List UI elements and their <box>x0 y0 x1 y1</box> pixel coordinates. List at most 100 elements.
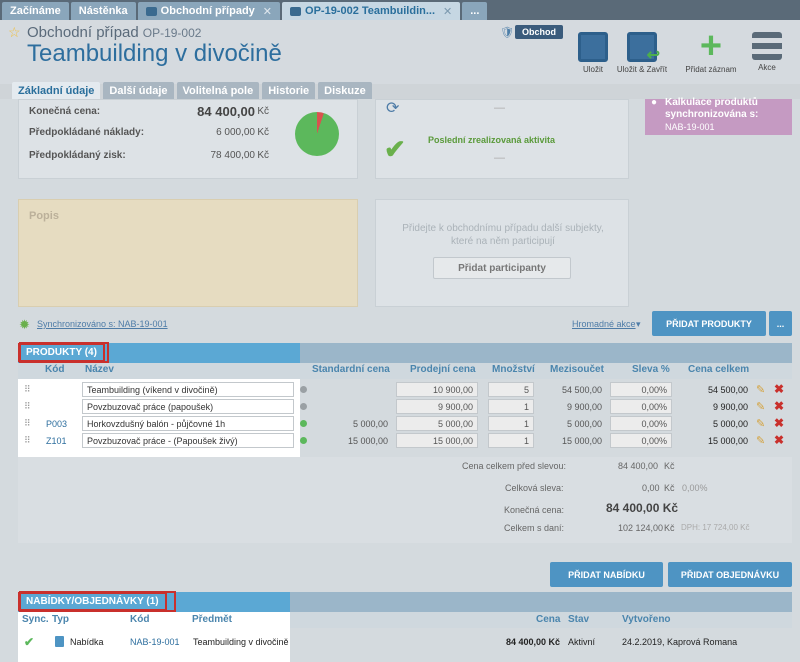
info-icon: ● <box>651 97 658 108</box>
col-price[interactable]: Cena <box>536 614 561 625</box>
sale-price-field[interactable]: 9 900,00 <box>396 399 478 414</box>
floppy-icon <box>578 32 608 62</box>
edit-pencil-icon[interactable]: ✎ <box>756 401 766 413</box>
edit-pencil-icon[interactable]: ✎ <box>756 384 766 396</box>
col-created[interactable]: Vytvořeno <box>622 614 671 625</box>
activity-card: ⟳ — ✔ Poslední zrealizovaná aktivita — <box>375 99 629 179</box>
tab-basic[interactable]: Základní údaje <box>12 82 101 99</box>
col-status[interactable]: Stav <box>568 614 590 625</box>
standard-price: 15 000,00 <box>347 435 388 446</box>
shield-icon: 🛡 <box>500 27 514 39</box>
row-total: 54 500,00 <box>707 384 748 395</box>
drag-handle-icon[interactable]: ⠿ <box>24 435 31 445</box>
more-button[interactable]: ... <box>769 311 792 336</box>
tab-custom-fields[interactable]: Volitelná pole <box>176 82 260 99</box>
tab-history[interactable]: Historie <box>262 82 316 99</box>
product-name-field[interactable]: Povzbuzovač práce - (Papoušek živý) <box>82 433 294 448</box>
col-sync[interactable]: Sync. <box>22 614 49 625</box>
col-sale-price[interactable]: Prodejní cena <box>410 364 476 375</box>
add-offer-button[interactable]: PŘIDAT NABÍDKU <box>550 562 663 587</box>
standard-price: 5 000,00 <box>352 418 388 429</box>
col-subject[interactable]: Předmět <box>192 614 233 625</box>
add-participants-button[interactable]: Přidat participanty <box>433 257 571 279</box>
offers-column-header-bg <box>290 612 792 628</box>
chevron-down-icon[interactable]: ▾ <box>636 319 641 329</box>
col-standard-price[interactable]: Standardní cena <box>312 364 390 375</box>
bulk-actions-link[interactable]: Hromadné akce <box>572 319 636 329</box>
col-quantity[interactable]: Množství <box>492 364 535 375</box>
edit-pencil-icon[interactable]: ✎ <box>756 418 766 430</box>
product-name-field[interactable]: Teambuilding (víkend v divočině) <box>82 382 294 397</box>
subtotal: 9 900,00 <box>566 401 602 412</box>
checkmark-icon: ✔ <box>384 134 406 164</box>
discount-field[interactable]: 0,00% <box>610 416 672 431</box>
main-content: Konečná cena: 84 400,00 Kč Předpokládané n… <box>0 97 800 662</box>
drag-handle-icon[interactable]: ⠿ <box>24 384 31 394</box>
folder-icon <box>145 6 157 16</box>
floppy-arrow-icon: ↩ <box>627 32 660 64</box>
tab-zaciname[interactable]: Začínáme <box>2 2 69 20</box>
tab-more[interactable]: ... <box>462 2 488 20</box>
delete-icon[interactable]: ✖ <box>774 433 785 447</box>
tab-discussion[interactable]: Diskuze <box>318 82 372 99</box>
row-total: 15 000,00 <box>707 435 748 446</box>
close-icon[interactable]: ✕ <box>262 5 273 18</box>
quantity-field[interactable]: 1 <box>488 416 534 431</box>
close-icon[interactable]: ✕ <box>443 5 453 18</box>
drag-handle-icon[interactable]: ⠿ <box>24 418 31 428</box>
col-name[interactable]: Název <box>85 364 114 375</box>
document-icon <box>55 636 64 647</box>
actions-button[interactable]: Akce <box>736 32 798 72</box>
gear-icon: ✹ <box>19 317 30 332</box>
col-offer-code[interactable]: Kód <box>130 614 150 625</box>
discount-field[interactable]: 0,00% <box>610 382 672 397</box>
totals-panel: Cena celkem před slevou: 84 400,00 Kč Ce… <box>18 457 792 543</box>
quantity-field[interactable]: 5 <box>488 382 534 397</box>
col-total[interactable]: Cena celkem <box>688 364 750 375</box>
description-box[interactable]: Popis <box>18 199 358 307</box>
expected-profit-row: Předpokládaný zisk: 78 400,00 Kč <box>29 150 269 161</box>
expected-costs-row: Předpokládané náklady: 6 000,00 Kč <box>29 127 269 138</box>
tab-obchodni-pripady[interactable]: Obchodní případy ✕ <box>137 2 281 20</box>
add-products-button[interactable]: PŘIDAT PRODUKTY <box>652 311 766 336</box>
save-close-button[interactable]: ↩ Uložit & Zavřít <box>611 32 673 74</box>
edit-pencil-icon[interactable]: ✎ <box>756 435 766 447</box>
col-subtotal[interactable]: Mezisoučet <box>550 364 604 375</box>
row-total: 5 000,00 <box>712 418 748 429</box>
status-dot <box>300 437 307 444</box>
discount-field[interactable]: 0,00% <box>610 433 672 448</box>
sale-price-field[interactable]: 5 000,00 <box>396 416 478 431</box>
standard-price <box>310 382 392 397</box>
quantity-field[interactable]: 1 <box>488 433 534 448</box>
product-name-field[interactable]: Povzbuzovač práce (papoušek) <box>82 399 294 414</box>
delete-icon[interactable]: ✖ <box>774 416 785 430</box>
add-order-button[interactable]: PŘIDAT OBJEDNÁVKU <box>668 562 792 587</box>
quantity-field[interactable]: 1 <box>488 399 534 414</box>
offers-label-highlight <box>19 591 176 612</box>
tab-current-record[interactable]: OP-19-002 Teambuildin... ✕ <box>282 2 461 20</box>
delete-icon[interactable]: ✖ <box>774 382 785 396</box>
col-code[interactable]: Kód <box>45 364 65 375</box>
col-discount[interactable]: Sleva % <box>632 364 670 375</box>
save-button[interactable]: Uložit <box>562 32 624 74</box>
drag-handle-icon[interactable]: ⠿ <box>24 401 31 411</box>
sale-price-field[interactable]: 10 900,00 <box>396 382 478 397</box>
favorite-star-icon[interactable]: ☆ <box>8 24 21 40</box>
tab-bar: Začínáme Nástěnka Obchodní případy ✕ OP-1… <box>0 0 800 20</box>
finance-card: Konečná cena: 84 400,00 Kč Předpokládané n… <box>18 99 358 179</box>
subtotal: 15 000,00 <box>561 435 602 446</box>
col-type[interactable]: Typ <box>52 614 70 625</box>
tab-nastenka[interactable]: Nástěnka <box>70 2 136 20</box>
record-header: ☆ Obchodní případ OP-19-002 Teambuilding … <box>0 20 800 84</box>
delete-icon[interactable]: ✖ <box>774 399 785 413</box>
sync-link[interactable]: Synchronizováno s: NAB-19-001 <box>37 319 168 329</box>
products-column-header <box>18 363 792 379</box>
product-name-field[interactable]: Horkovzdušný balón - půjčovné 1h <box>82 416 294 431</box>
checkmark-icon: ✔ <box>24 635 35 649</box>
standard-price <box>310 399 392 414</box>
sale-price-field[interactable]: 15 000,00 <box>396 433 478 448</box>
offer-code-link[interactable]: NAB-19-001 <box>130 637 180 647</box>
discount-field[interactable]: 0,00% <box>610 399 672 414</box>
add-record-button[interactable]: + Přidat záznam <box>685 25 737 74</box>
tab-other[interactable]: Další údaje <box>103 82 174 99</box>
